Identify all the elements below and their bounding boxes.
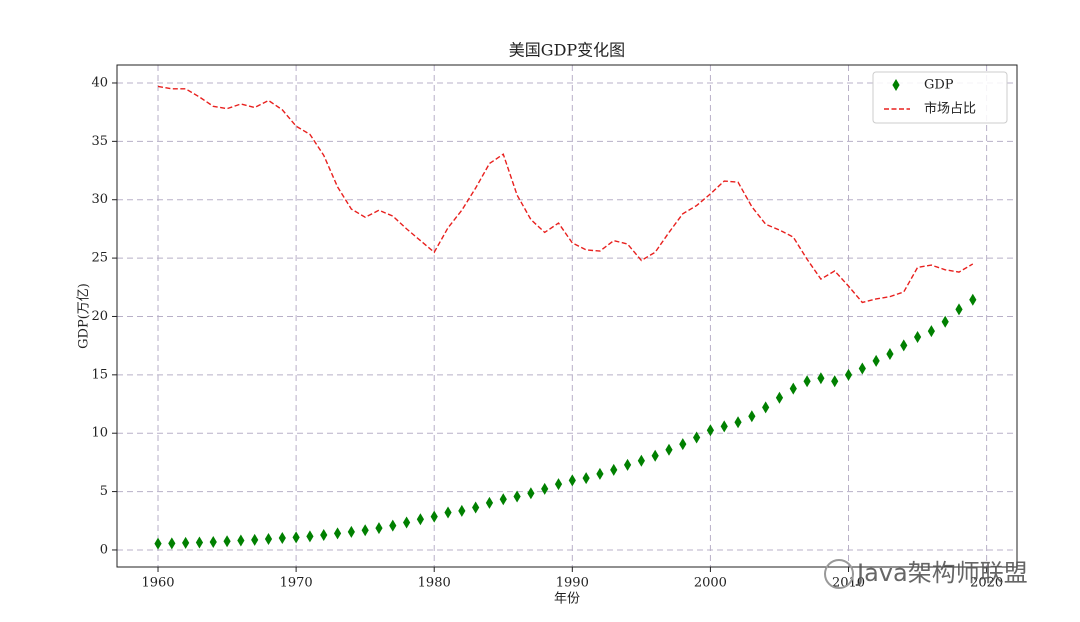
data-point xyxy=(817,372,825,385)
data-point xyxy=(154,537,162,550)
data-point xyxy=(333,527,342,540)
watermark-icon xyxy=(824,559,854,589)
legend-marker xyxy=(892,79,900,91)
data-point xyxy=(527,487,535,500)
data-point xyxy=(554,478,563,491)
y-tick-label: 30 xyxy=(91,192,108,207)
data-point xyxy=(803,375,811,388)
data-point xyxy=(596,467,604,480)
legend: GDP 市场占比 xyxy=(872,71,1008,124)
data-point xyxy=(195,536,204,549)
x-tick-label: 2020 xyxy=(970,576,1003,591)
data-point xyxy=(361,524,369,537)
data-point xyxy=(472,501,480,514)
data-line xyxy=(157,85,974,304)
data-point xyxy=(499,493,507,506)
data-point xyxy=(679,438,687,451)
data-point xyxy=(844,368,853,381)
watermark: Java架构师联盟 xyxy=(855,559,1028,587)
y-tick-label: 25 xyxy=(91,251,108,266)
data-point xyxy=(858,362,866,375)
data-point xyxy=(264,532,273,545)
data-point xyxy=(789,382,797,395)
data-point xyxy=(251,533,259,546)
data-point xyxy=(734,416,742,429)
data-point xyxy=(913,331,922,344)
data-point xyxy=(969,293,977,306)
y-tick-label: 15 xyxy=(91,367,108,382)
data-point xyxy=(568,474,576,487)
data-point xyxy=(402,516,411,529)
data-point xyxy=(485,496,494,509)
plot-frame xyxy=(116,64,1018,568)
x-tick-label: 2000 xyxy=(694,576,727,591)
y-axis-label: GDP(万亿) xyxy=(77,283,92,349)
data-point xyxy=(389,519,397,532)
y-tick-label: 5 xyxy=(100,484,108,499)
data-point xyxy=(582,472,590,485)
data-point xyxy=(762,401,770,414)
legend-label: 市场占比 xyxy=(924,101,976,117)
data-point xyxy=(223,535,231,548)
y-tick-label: 35 xyxy=(91,134,108,149)
data-point xyxy=(168,537,176,550)
y-tick-label: 0 xyxy=(100,542,108,557)
data-point xyxy=(886,348,894,361)
data-point xyxy=(306,530,314,543)
data-point xyxy=(292,531,300,544)
data-point xyxy=(900,339,908,352)
data-point xyxy=(872,354,880,367)
data-point xyxy=(623,458,632,471)
chart-title: 美国GDP变化图 xyxy=(509,41,625,60)
data-point xyxy=(513,490,521,503)
data-point xyxy=(416,513,425,526)
data-point xyxy=(665,443,673,456)
x-tick-label: 1990 xyxy=(556,576,589,591)
legend-label: GDP xyxy=(924,78,954,93)
data-point xyxy=(775,391,784,404)
data-point xyxy=(375,522,383,535)
x-tick-label: 1970 xyxy=(280,576,313,591)
data-point xyxy=(541,482,549,495)
legend-box xyxy=(872,71,1008,124)
data-point xyxy=(651,449,659,462)
data-point xyxy=(955,303,963,316)
data-point xyxy=(182,536,190,549)
data-point xyxy=(430,510,438,523)
data-point xyxy=(831,375,839,388)
data-point xyxy=(693,431,701,444)
data-point xyxy=(320,529,328,542)
data-point xyxy=(748,410,756,423)
data-point xyxy=(927,325,935,338)
data-point xyxy=(637,454,645,467)
data-point xyxy=(941,315,949,328)
y-tick-label: 20 xyxy=(91,309,108,324)
data-point xyxy=(458,504,466,517)
x-axis-label: 年份 xyxy=(554,592,580,607)
x-tick-label: 1960 xyxy=(141,576,174,591)
data-point xyxy=(720,420,728,433)
data-point xyxy=(610,463,618,476)
x-tick-label: 1980 xyxy=(418,576,451,591)
y-tick-label: 10 xyxy=(91,426,108,441)
data-point xyxy=(237,534,245,547)
y-tick-label: 40 xyxy=(91,75,108,90)
data-point xyxy=(444,506,452,519)
data-point xyxy=(347,525,355,538)
data-point xyxy=(209,535,217,548)
data-point xyxy=(706,424,715,437)
data-point xyxy=(278,532,286,545)
